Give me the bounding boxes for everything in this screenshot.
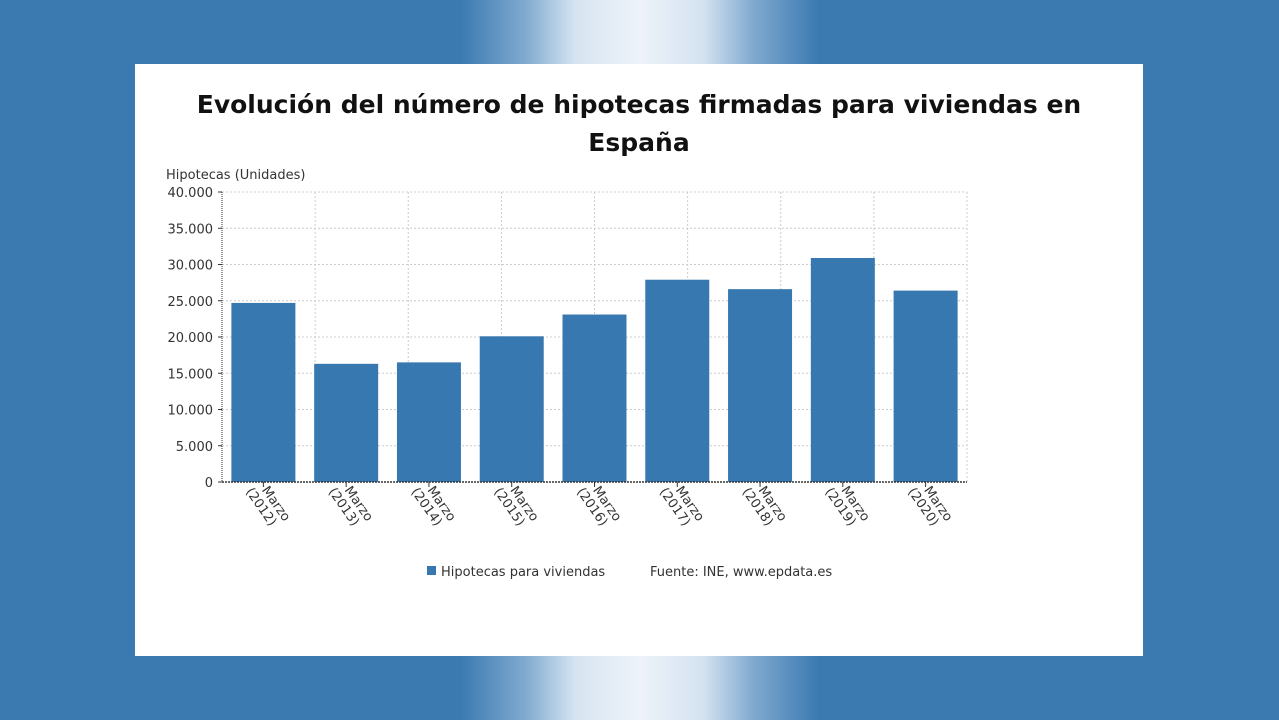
bar	[645, 279, 710, 482]
bar	[810, 257, 875, 482]
x-tick-label: Marzo(2013)	[325, 477, 376, 532]
x-tick-label: Marzo(2015)	[490, 477, 541, 532]
y-tick-label: 10.000	[168, 404, 214, 419]
y-tick-label: 40.000	[168, 186, 214, 201]
x-tick-label: Marzo(2012)	[242, 477, 293, 532]
y-tick-label: 5.000	[176, 440, 213, 455]
y-tick-label: 35.000	[168, 222, 214, 237]
source-note: Fuente: INE, www.epdata.es	[650, 565, 832, 580]
x-tick-label: Marzo(2016)	[573, 477, 624, 532]
bar	[728, 289, 793, 482]
y-tick-label: 30.000	[168, 259, 214, 274]
bar	[314, 363, 379, 482]
chart-title: Evolución del número de hipotecas firmad…	[196, 90, 1082, 157]
y-tick-label: 15.000	[168, 367, 214, 382]
x-tick-label: Marzo(2019)	[821, 477, 872, 532]
x-tick-label: Marzo(2017)	[656, 477, 707, 532]
y-tick-label: 0	[205, 476, 213, 491]
chart-card: Evolución del número de hipotecas firmad…	[135, 64, 1143, 656]
legend-swatch	[427, 566, 436, 575]
bar	[562, 314, 627, 482]
bar	[479, 336, 544, 482]
y-axis-label: Hipotecas (Unidades)	[166, 168, 305, 183]
x-tick-label: Marzo(2018)	[739, 477, 790, 532]
bar	[231, 302, 296, 482]
y-tick-label: 25.000	[168, 295, 214, 310]
bar	[893, 290, 958, 482]
x-tick-label: Marzo(2014)	[408, 477, 459, 532]
y-tick-label: 20.000	[168, 331, 214, 346]
bar	[396, 362, 461, 482]
legend-label: Hipotecas para viviendas	[441, 565, 605, 580]
x-tick-label: Marzo(2020)	[904, 477, 955, 532]
